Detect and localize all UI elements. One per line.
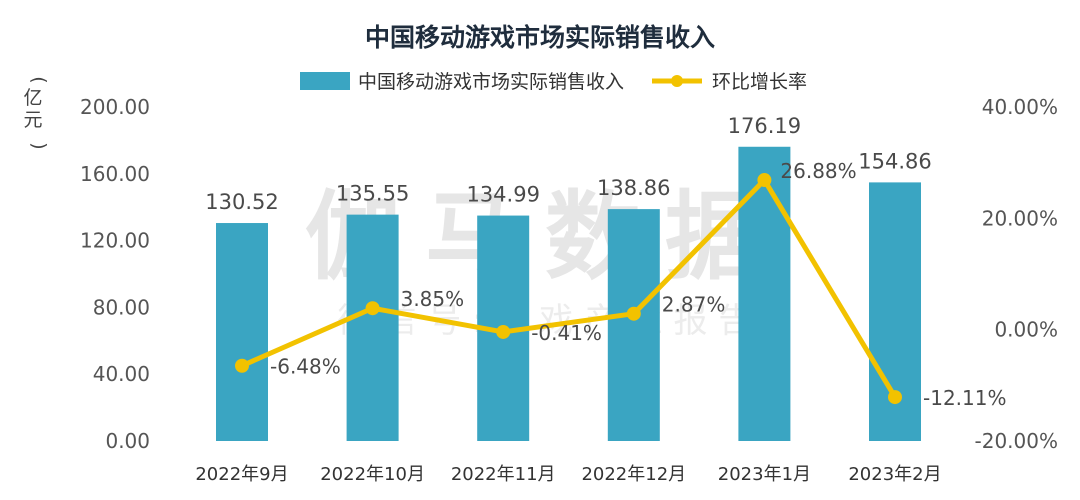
y-right-tick-label: 0.00% <box>994 318 1058 342</box>
legend-line-label: 环比增长率 <box>712 71 807 93</box>
line-point <box>496 324 511 339</box>
y-right-tick-label: 40.00% <box>982 95 1058 119</box>
line-value-label: -0.41% <box>531 321 602 345</box>
chart-title: 中国移动游戏市场实际销售收入 <box>365 23 715 52</box>
line-series: -6.48% 3.85% -0.41% 2.87% 26.88% -12.11% <box>235 159 1006 410</box>
y-axis-left: 0.00 40.00 80.00 120.00 160.00 200.00 <box>80 95 150 453</box>
x-tick-label: 2022年9月 <box>195 464 288 485</box>
y-axis-unit-char-1: 亿 <box>23 87 42 109</box>
y-axis-right: -20.00% 0.00% 20.00% 40.00% <box>975 95 1058 453</box>
watermark-sub: 微 信 号 : 游 戏 产 业 报 告 <box>338 301 753 341</box>
growth-rate-line <box>239 177 898 400</box>
line-point <box>365 301 380 316</box>
y-axis-unit-label: ( 亿 元 ) <box>23 76 50 149</box>
x-tick-label: 2022年11月 <box>451 464 556 485</box>
y-left-tick-label: 40.00 <box>93 362 150 386</box>
bar-value-label: 135.55 <box>336 182 409 206</box>
bar-value-label: 176.19 <box>728 114 801 138</box>
line-value-label: -12.11% <box>923 386 1006 410</box>
bar <box>346 214 399 441</box>
line-value-label: 2.87% <box>662 293 726 317</box>
bar-series: 130.52 135.55 134.99 138.86 176.19 154.86 <box>205 114 932 442</box>
y-axis-unit-open: ( <box>28 76 50 83</box>
bar-value-label: 130.52 <box>205 190 278 214</box>
y-left-tick-label: 0.00 <box>105 429 150 453</box>
line-point <box>757 173 772 188</box>
line-point <box>888 390 902 405</box>
bar-value-label: 154.86 <box>858 149 931 173</box>
line-value-label: -6.48% <box>270 355 341 379</box>
x-tick-label: 2023年2月 <box>848 464 941 485</box>
line-value-label: 3.85% <box>401 287 465 311</box>
line-value-label: 26.88% <box>780 159 856 183</box>
y-left-tick-label: 200.00 <box>80 95 150 119</box>
bar-value-label: 134.99 <box>466 183 539 207</box>
bar-value-label: 138.86 <box>597 176 670 200</box>
y-axis-unit-close: ) <box>28 142 50 149</box>
legend-line-marker <box>671 75 683 87</box>
y-left-tick-label: 80.00 <box>93 295 150 319</box>
x-tick-label: 2022年12月 <box>581 464 686 485</box>
line-point <box>235 358 249 373</box>
y-axis-unit-char-2: 元 <box>23 109 42 131</box>
y-left-tick-label: 160.00 <box>80 162 150 186</box>
bar <box>607 209 660 441</box>
x-axis: 2022年9月 2022年10月 2022年11月 2022年12月 2023年1月 20… <box>195 464 941 485</box>
legend: 中国移动游戏市场实际销售收入 环比增长率 <box>300 71 807 93</box>
legend-bar-label: 中国移动游戏市场实际销售收入 <box>358 71 624 93</box>
bar <box>216 223 268 441</box>
x-tick-label: 2022年10月 <box>320 464 425 485</box>
y-right-tick-label: 20.00% <box>982 206 1058 230</box>
y-right-tick-label: -20.00% <box>975 429 1058 453</box>
x-tick-label: 2023年1月 <box>718 464 811 485</box>
legend-bar-swatch <box>300 72 350 90</box>
y-left-tick-label: 120.00 <box>80 229 150 253</box>
line-point <box>626 306 641 321</box>
bar <box>738 146 791 441</box>
